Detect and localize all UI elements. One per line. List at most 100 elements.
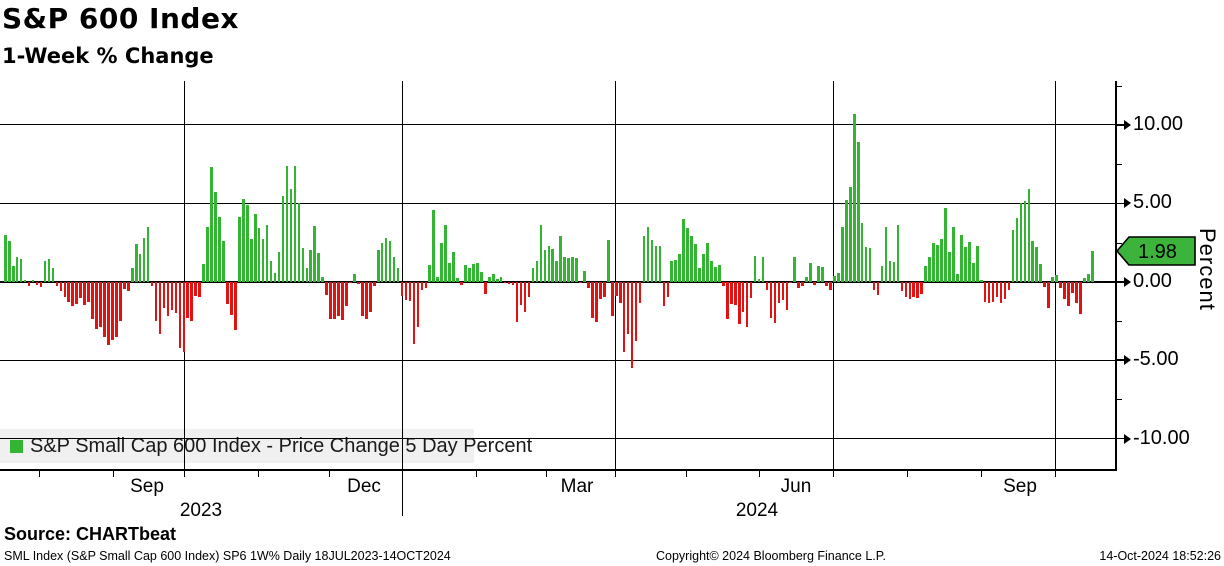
bar-negative [778,282,781,303]
bar-negative [183,282,186,352]
bar-positive [956,274,959,282]
bar-positive [809,263,812,282]
bar-positive [837,273,840,282]
year-divider [402,470,403,516]
bar-positive [488,277,491,282]
bar-negative [127,282,130,291]
bar-negative [516,282,519,322]
bar-positive [456,278,459,282]
bar-positive [821,267,824,282]
bar-positive [1028,189,1031,282]
bar-negative [877,282,880,295]
bar-negative [36,282,39,285]
bar-negative [912,282,915,298]
bar-positive [278,252,281,282]
bar-negative [64,282,67,298]
y-axis-title: Percent [1194,228,1220,311]
bar-positive [690,236,693,282]
bar-negative [901,282,904,291]
bar-negative [460,282,463,285]
bar-positive [833,276,836,281]
bar-positive [706,243,709,281]
bar-positive [536,261,539,281]
bar-negative [361,282,364,317]
footer-ticker-info: SML Index (S&P Small Cap 600 Index) SP6 … [4,549,451,563]
bar-negative [611,282,614,317]
bar-positive [1031,241,1034,282]
bar-negative [996,282,999,298]
bar-positive [147,227,150,282]
bar-positive [1024,201,1027,282]
bar-positive [567,258,570,282]
x-month-tick [907,471,908,477]
y-minor-tick [1115,86,1122,87]
bar-positive [694,244,697,282]
bar-positive [254,214,257,281]
bar-positive [206,227,209,282]
bar-positive [805,277,808,282]
bar-negative [599,282,602,299]
bar-negative [742,282,745,312]
bar-negative [579,282,582,283]
bar-positive [270,261,273,281]
y-tick-label: 0.00 [1133,270,1172,293]
x-month-label: Sep [117,476,177,498]
bar-negative [79,282,82,298]
bar-negative [107,282,110,345]
bar-negative [770,282,773,318]
bar-negative [524,282,527,313]
x-month-label: Jun [766,476,826,498]
bar-positive [571,257,574,281]
bar-negative [730,282,733,304]
bar-positive [353,274,356,282]
bar-positive [583,271,586,282]
x-month-label: Dec [334,476,394,498]
bar-positive [238,217,241,281]
x-month-tick [686,471,687,477]
bar-positive [381,243,384,282]
x-month-tick [981,471,982,477]
bar-negative [99,282,102,327]
bar-positive [1091,251,1094,282]
bar-positive [718,265,721,281]
bar-negative [484,282,487,294]
page-subtitle: 1-Week % Change [2,44,214,68]
bar-positive [793,257,796,281]
bar-positive [436,277,439,282]
footer-timestamp: 14-Oct-2024 18:52:26 [1099,549,1221,563]
bar-positive [861,223,864,282]
bar-positive [321,277,324,282]
x-month-tick [258,471,259,477]
bar-positive [754,256,757,282]
bar-negative [801,282,804,287]
bar-negative [1063,282,1066,299]
bar-positive [670,261,673,281]
bar-positive [710,261,713,282]
bar-negative [1043,282,1046,287]
bar-negative [520,282,523,306]
bar-positive [944,208,947,282]
bar-positive [936,245,939,282]
bar-negative [345,282,348,306]
bar-negative [619,282,622,303]
bar-negative [325,282,328,295]
bar-positive [948,252,951,282]
bar-positive [881,266,884,282]
bar-positive [932,243,935,282]
bar-positive [1012,230,1015,282]
bar-positive [377,250,380,281]
bar-negative [722,282,725,287]
bar-positive [674,260,677,282]
bar-negative [916,282,919,298]
bar-negative [401,282,404,296]
bar-negative [988,282,991,303]
bar-positive [678,254,681,281]
bar-negative [508,282,511,284]
bar-negative [67,282,70,302]
bar-positive [131,268,134,282]
bar-positive [44,261,47,282]
bar-negative [1067,282,1070,306]
bar-positive [865,247,868,282]
y-tick-arrow-icon [1124,277,1131,287]
bar-positive [448,263,451,282]
